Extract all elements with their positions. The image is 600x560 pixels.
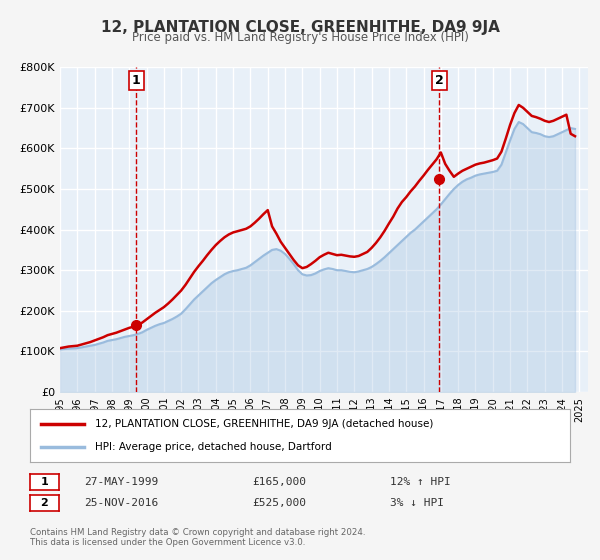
Text: 12, PLANTATION CLOSE, GREENHITHE, DA9 9JA: 12, PLANTATION CLOSE, GREENHITHE, DA9 9J… bbox=[101, 20, 499, 35]
Text: 27-MAY-1999: 27-MAY-1999 bbox=[84, 477, 158, 487]
Text: 2: 2 bbox=[435, 74, 443, 87]
Text: 1: 1 bbox=[41, 477, 48, 487]
Text: 1: 1 bbox=[132, 74, 140, 87]
Text: 12% ↑ HPI: 12% ↑ HPI bbox=[390, 477, 451, 487]
Text: 25-NOV-2016: 25-NOV-2016 bbox=[84, 498, 158, 508]
Text: £525,000: £525,000 bbox=[252, 498, 306, 508]
Text: Price paid vs. HM Land Registry's House Price Index (HPI): Price paid vs. HM Land Registry's House … bbox=[131, 31, 469, 44]
Text: £165,000: £165,000 bbox=[252, 477, 306, 487]
Text: 3% ↓ HPI: 3% ↓ HPI bbox=[390, 498, 444, 508]
Text: 2: 2 bbox=[41, 498, 48, 508]
Text: This data is licensed under the Open Government Licence v3.0.: This data is licensed under the Open Gov… bbox=[30, 538, 305, 547]
Text: 12, PLANTATION CLOSE, GREENHITHE, DA9 9JA (detached house): 12, PLANTATION CLOSE, GREENHITHE, DA9 9J… bbox=[95, 419, 433, 429]
Text: Contains HM Land Registry data © Crown copyright and database right 2024.: Contains HM Land Registry data © Crown c… bbox=[30, 528, 365, 536]
Text: HPI: Average price, detached house, Dartford: HPI: Average price, detached house, Dart… bbox=[95, 442, 332, 452]
